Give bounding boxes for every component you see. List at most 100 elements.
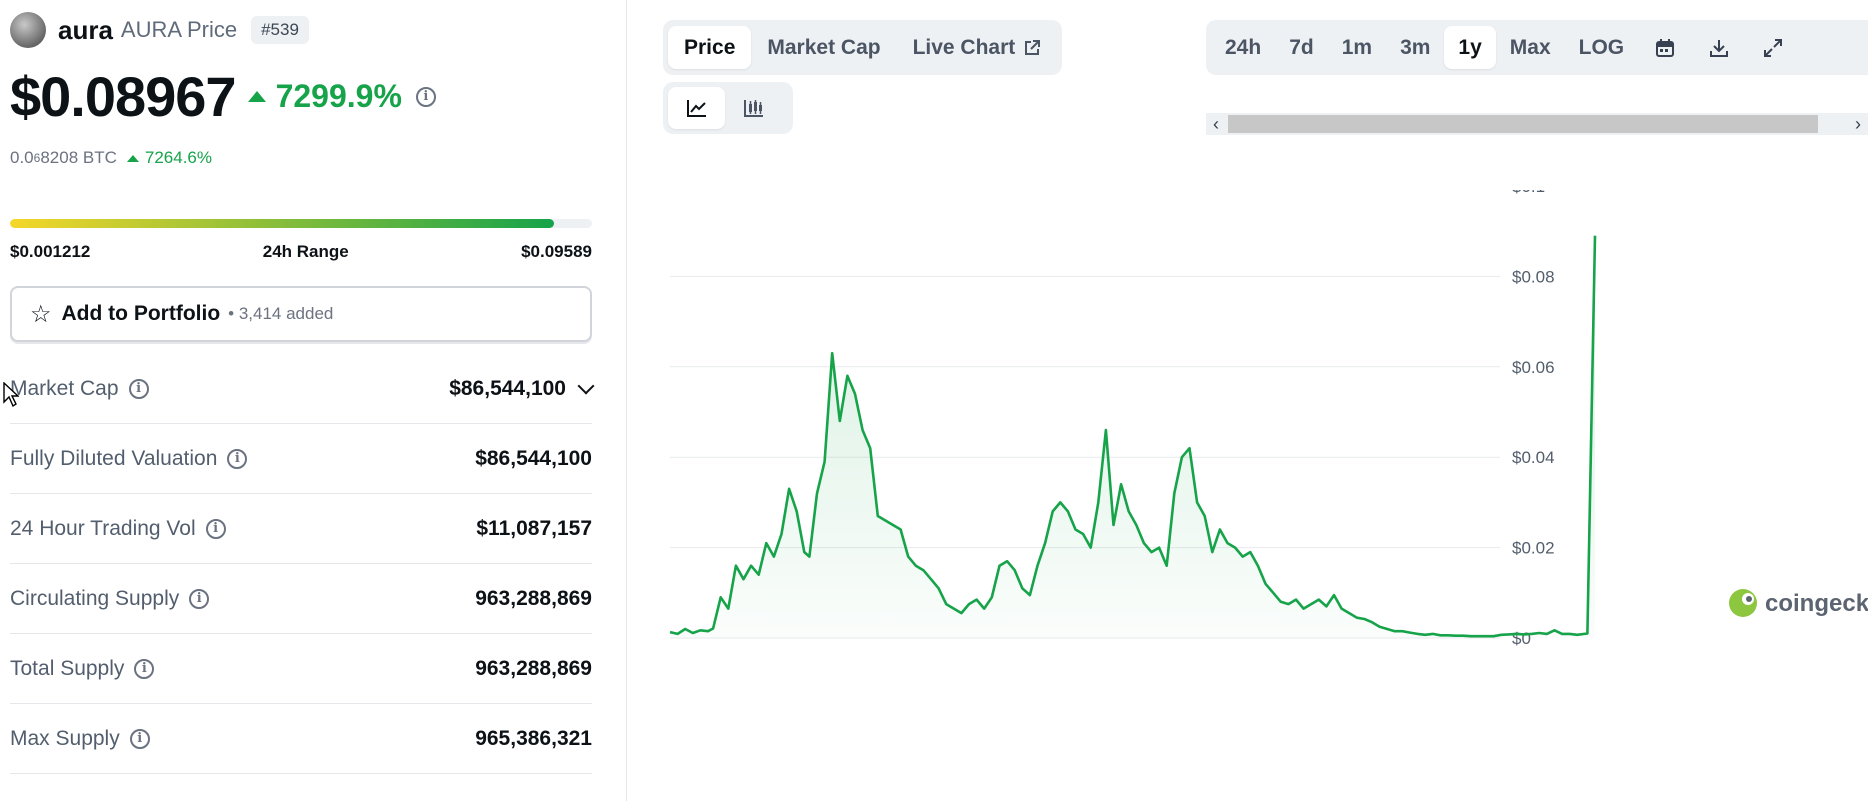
price-row: $0.08967 7299.9% i <box>10 64 436 129</box>
stat-label-wrap: 24 Hour Trading Vol i <box>10 517 226 541</box>
range-max[interactable]: Max <box>1509 35 1551 59</box>
line-chart-button[interactable] <box>668 87 725 129</box>
stat-value: $11,087,157 <box>476 516 592 540</box>
caret-up-icon <box>247 91 266 102</box>
chart-tabs: Price Market Cap Live Chart <box>663 20 1063 75</box>
info-icon[interactable]: i <box>415 86 436 107</box>
info-icon[interactable]: i <box>227 448 248 469</box>
stat-value-wrap: $86,544,100 <box>449 376 595 401</box>
chart-range-scrollbar[interactable]: ‹ › <box>1206 113 1868 135</box>
y-axis-ticks: $0.1 $0.08 $0.06 $0.04 $0.02 $0 <box>1512 190 1555 648</box>
stat-row-volume: 24 Hour Trading Vol i $11,087,157 <box>10 494 592 564</box>
info-icon[interactable]: i <box>129 728 150 749</box>
add-to-portfolio-button[interactable]: ☆ Add to Portfolio • 3,414 added <box>10 286 592 342</box>
download-button[interactable] <box>1692 26 1746 69</box>
rank-badge: #539 <box>251 16 309 44</box>
stat-row-fdv: Fully Diluted Valuation i $86,544,100 <box>10 424 592 494</box>
coin-info-panel: aura AURA Price #539 $0.08967 7299.9% i … <box>0 0 627 801</box>
btc-price-prefix: 0.0 <box>10 148 34 167</box>
info-icon[interactable]: i <box>128 378 149 399</box>
download-icon <box>1710 39 1729 57</box>
tab-market-cap[interactable]: Market Cap <box>767 35 881 59</box>
chart-type-tabs <box>663 82 793 134</box>
info-icon[interactable]: i <box>134 658 155 679</box>
candlestick-chart-button[interactable] <box>725 87 782 129</box>
range-1y[interactable]: 1y <box>1444 26 1496 69</box>
info-icon[interactable]: i <box>205 518 226 539</box>
expand-icon <box>1764 38 1783 57</box>
range-low: $0.001212 <box>10 242 91 261</box>
calendar-button[interactable] <box>1638 26 1692 69</box>
price-change-value: 7299.9% <box>275 78 402 114</box>
coin-name: aura <box>58 14 113 45</box>
calendar-icon <box>1656 38 1675 57</box>
scrollbar-thumb[interactable] <box>1228 115 1818 133</box>
stat-label-wrap: Max Supply i <box>10 727 150 751</box>
y-tick-label: $0 <box>1512 629 1531 648</box>
tab-live-chart-label: Live Chart <box>912 35 1016 59</box>
price-area <box>670 235 1595 638</box>
info-icon[interactable]: i <box>189 588 210 609</box>
chevron-down-icon[interactable] <box>577 377 595 394</box>
range-1m[interactable]: 1m <box>1341 35 1373 59</box>
btc-change: 7264.6% <box>126 148 212 168</box>
stat-label: Total Supply <box>10 656 125 680</box>
stat-label: Fully Diluted Valuation <box>10 446 218 470</box>
stat-value: 963,288,869 <box>475 586 592 610</box>
coingecko-logo-icon <box>1729 589 1757 617</box>
range-24h-bar <box>10 219 592 228</box>
price-chart[interactable]: $0.1 $0.08 $0.06 $0.04 $0.02 $0 coingecko <box>660 190 1868 750</box>
tab-price[interactable]: Price <box>668 26 752 69</box>
stats-table: Market Cap i $86,544,100 Fully Diluted Va… <box>10 354 595 774</box>
range-high: $0.09589 <box>521 242 592 261</box>
fullscreen-button[interactable] <box>1746 26 1800 69</box>
stat-label: Max Supply <box>10 726 120 750</box>
coin-header: aura AURA Price #539 <box>10 12 309 48</box>
log-scale-toggle[interactable]: LOG <box>1578 35 1625 59</box>
btc-change-value: 7264.6% <box>144 148 212 167</box>
price-line <box>669 235 1597 638</box>
btc-price-row: 0.0 6 8208 BTC 7264.6% <box>10 148 212 168</box>
current-price: $0.08967 <box>10 65 237 128</box>
time-range-selector: 24h 7d 1m 3m 1y Max LOG <box>1206 20 1868 75</box>
caret-up-icon <box>126 154 139 162</box>
stat-value: 965,386,321 <box>475 726 592 750</box>
stat-label-wrap: Fully Diluted Valuation i <box>10 446 248 471</box>
coin-symbol-label: AURA Price <box>120 17 238 42</box>
candlestick-icon <box>743 100 763 117</box>
price-change: 7299.9% <box>247 78 402 115</box>
range-24h-fill <box>10 219 555 228</box>
stat-label-wrap: Circulating Supply i <box>10 586 210 611</box>
y-tick-label: $0.06 <box>1512 358 1555 377</box>
range-24h[interactable]: 24h <box>1225 35 1262 59</box>
portfolio-added-count: • 3,414 added <box>228 304 334 323</box>
scroll-right-icon[interactable]: › <box>1855 113 1861 134</box>
star-icon: ☆ <box>30 300 52 328</box>
scroll-left-icon[interactable]: ‹ <box>1213 113 1219 134</box>
stat-row-circulating-supply: Circulating Supply i 963,288,869 <box>10 564 592 634</box>
stat-label-wrap: Market Cap i <box>10 377 149 401</box>
y-tick-label: $0.08 <box>1512 267 1555 286</box>
range-24h-labels: $0.001212 24h Range $0.09589 <box>10 242 592 262</box>
tab-live-chart[interactable]: Live Chart <box>897 26 1058 69</box>
stat-row-max-supply: Max Supply i 965,386,321 <box>10 704 592 774</box>
stat-label: Market Cap <box>10 376 119 400</box>
mouse-cursor-icon <box>3 382 19 408</box>
range-7d[interactable]: 7d <box>1289 35 1314 59</box>
coingecko-watermark: coingecko <box>1729 589 1868 617</box>
btc-price-zero-count: 6 <box>33 151 41 165</box>
y-tick-label: $0.1 <box>1512 190 1545 196</box>
stat-value: $86,544,100 <box>449 376 566 400</box>
external-link-icon <box>1025 39 1041 55</box>
stat-row-market-cap[interactable]: Market Cap i $86,544,100 <box>10 354 595 424</box>
range-3m[interactable]: 3m <box>1400 35 1431 59</box>
y-tick-label: $0.04 <box>1512 448 1555 467</box>
stat-label: Circulating Supply <box>10 586 180 610</box>
range-label: 24h Range <box>262 242 349 261</box>
line-chart-icon <box>686 100 706 117</box>
watermark-text: coingecko <box>1765 590 1868 617</box>
stat-row-total-supply: Total Supply i 963,288,869 <box>10 634 592 704</box>
y-tick-label: $0.02 <box>1512 539 1555 558</box>
btc-price-suffix: 8208 BTC <box>40 148 117 167</box>
stat-label: 24 Hour Trading Vol <box>10 516 196 540</box>
